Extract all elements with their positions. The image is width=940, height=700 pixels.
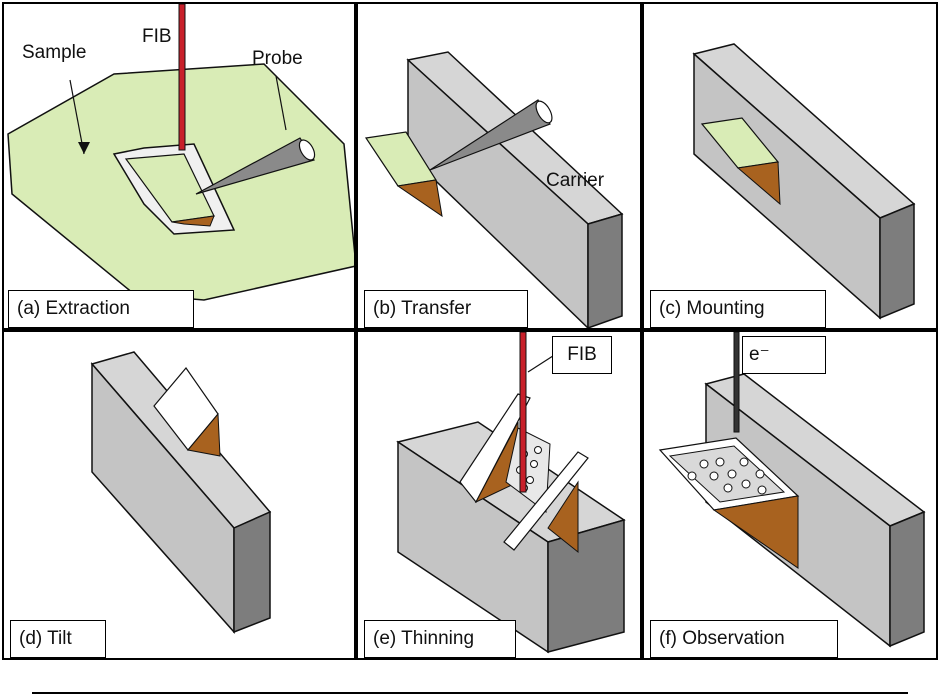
carrier-end <box>587 212 623 328</box>
carrier-end <box>889 510 925 648</box>
transfer-illustration <box>364 51 624 328</box>
thinning-illustration <box>396 332 626 654</box>
panel-observation: e⁻ (f) Observation <box>642 330 938 660</box>
label-fib: FIB <box>142 26 172 47</box>
carrier-end <box>233 510 271 634</box>
panel-extraction: Sample FIB Probe (a) Extraction <box>2 2 356 330</box>
panel-mounting: (c) Mounting <box>642 2 938 330</box>
tilt-illustration <box>90 351 272 634</box>
fib-arrow <box>527 353 557 373</box>
carrier-end <box>547 519 625 653</box>
lamella-rim-left <box>459 393 531 504</box>
observation-illustration <box>658 332 926 648</box>
lamella-rim-right <box>503 451 589 551</box>
fib-beam <box>519 332 527 493</box>
lamella-face <box>712 495 799 569</box>
caption-thinning: (e) Thinning <box>364 620 516 658</box>
carrier-end <box>879 202 915 320</box>
caption-transfer: (b) Transfer <box>364 290 528 328</box>
lamella-face <box>736 161 781 206</box>
panel-transfer: Carrier (b) Transfer <box>356 2 642 330</box>
label-probe: Probe <box>252 48 303 69</box>
label-carrier: Carrier <box>546 170 605 191</box>
fib-beam <box>178 4 186 151</box>
carrier-front <box>407 58 589 328</box>
panel-thinning: FIB (e) Thinning <box>356 330 642 660</box>
lamella-face <box>171 215 215 227</box>
mounting-illustration <box>692 43 916 320</box>
label-beam: e⁻ <box>742 336 826 374</box>
thinned-window <box>668 445 786 503</box>
label-sample: Sample <box>22 42 87 63</box>
electron-beam <box>733 332 740 433</box>
label-fib: FIB <box>552 336 612 374</box>
caption-extraction: (a) Extraction <box>8 290 194 328</box>
caption-mounting: (c) Mounting <box>650 290 826 328</box>
lamella-face <box>187 412 221 457</box>
bottom-rule <box>32 692 908 694</box>
extraction-illustration <box>7 4 354 301</box>
caption-observation: (f) Observation <box>650 620 838 658</box>
panel-tilt: (d) Tilt <box>2 330 356 660</box>
probe-arrow <box>275 75 287 131</box>
lamella-face-right <box>547 480 579 554</box>
lamella-face <box>396 179 443 218</box>
caption-tilt: (d) Tilt <box>10 620 106 658</box>
sample-arrow <box>69 79 85 155</box>
